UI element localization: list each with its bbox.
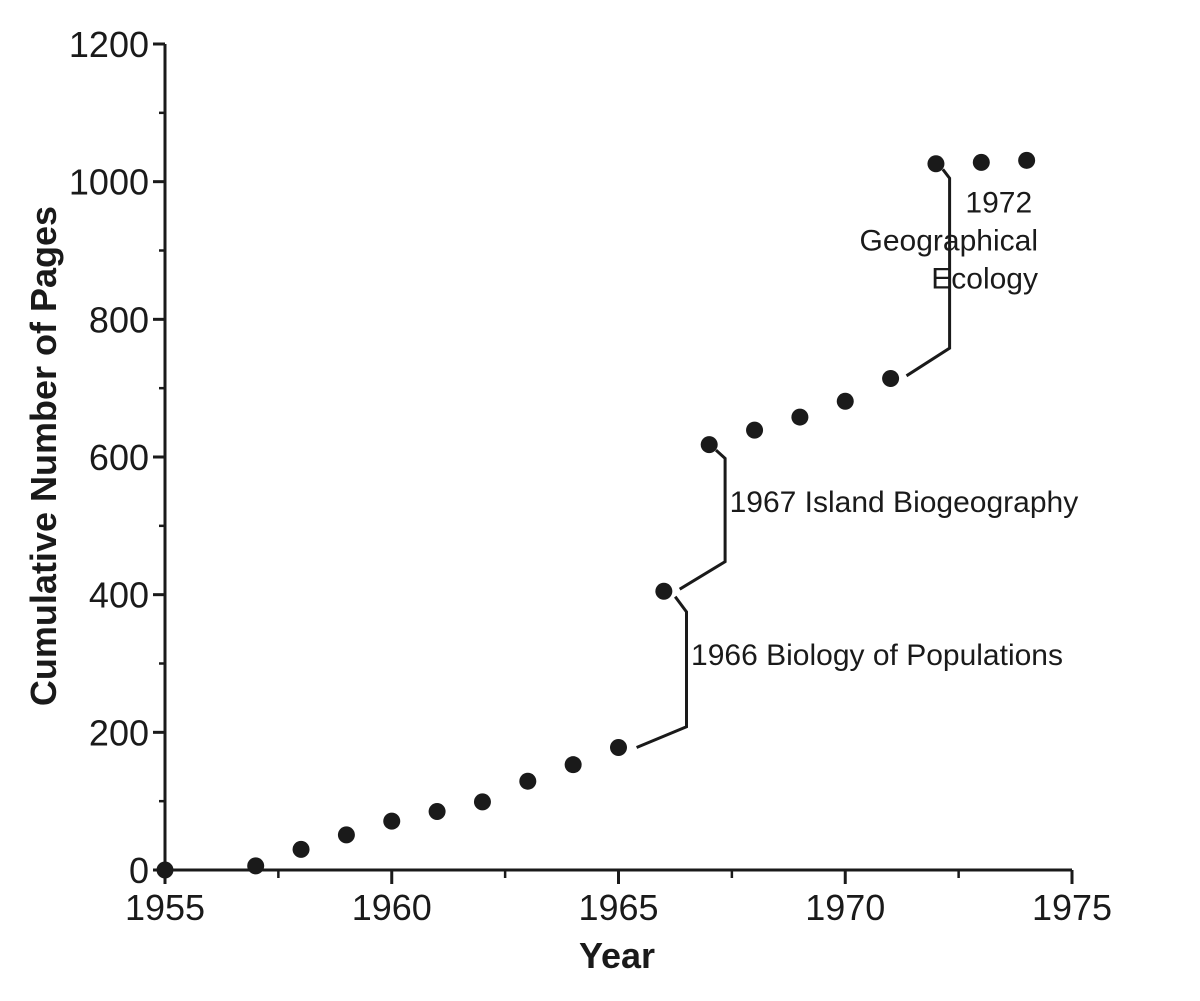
x-tick-label: 1955 xyxy=(125,887,205,928)
x-tick-label: 1965 xyxy=(578,887,658,928)
data-point xyxy=(428,802,446,820)
data-point xyxy=(564,756,582,774)
annotation-label: 1967 Island Biogeography xyxy=(730,486,1079,519)
y-axis-title: Cumulative Number of Pages xyxy=(23,206,64,706)
y-tick-label: 1000 xyxy=(69,162,149,203)
data-point xyxy=(655,582,673,600)
x-axis-title: Year xyxy=(579,935,655,976)
data-point xyxy=(882,370,900,388)
annotation-label: 1972 xyxy=(965,187,1032,220)
x-tick-label: 1975 xyxy=(1032,887,1112,928)
data-point xyxy=(247,857,265,875)
y-tick-label: 200 xyxy=(89,712,149,753)
annotation-label: 1966 Biology of Populations xyxy=(691,639,1063,672)
y-tick-label: 1200 xyxy=(69,24,149,65)
data-point xyxy=(836,392,854,410)
annotation-bracket xyxy=(678,448,727,591)
data-point xyxy=(610,738,627,756)
y-tick-label: 0 xyxy=(129,850,149,891)
annotation-label: Geographical xyxy=(860,225,1038,258)
x-tick-label: 1970 xyxy=(805,887,885,928)
data-point xyxy=(927,155,945,173)
data-point xyxy=(383,812,401,830)
data-point xyxy=(1018,151,1036,169)
data-points xyxy=(156,151,1036,879)
data-point xyxy=(337,826,355,844)
data-point xyxy=(791,408,809,426)
annotations: 1966 Biology of Populations 1967 Island B… xyxy=(636,168,1079,749)
y-tick-label: 400 xyxy=(89,575,149,616)
y-tick-label: 800 xyxy=(89,299,149,340)
data-point xyxy=(156,861,174,879)
data-point xyxy=(292,840,310,858)
data-point xyxy=(473,793,491,811)
data-point xyxy=(700,436,718,454)
x-tick-label: 1960 xyxy=(352,887,432,928)
annotation-bracket xyxy=(905,168,952,378)
data-point xyxy=(972,153,990,171)
y-tick-label: 600 xyxy=(89,437,149,478)
axes: 0 200 400 600 800 1000 1200 1955 1960 1965 1970 197… xyxy=(69,24,1112,928)
annotation-bracket xyxy=(636,595,688,749)
annotation-label: Ecology xyxy=(931,263,1038,296)
data-point xyxy=(519,772,537,790)
data-point xyxy=(746,421,764,439)
